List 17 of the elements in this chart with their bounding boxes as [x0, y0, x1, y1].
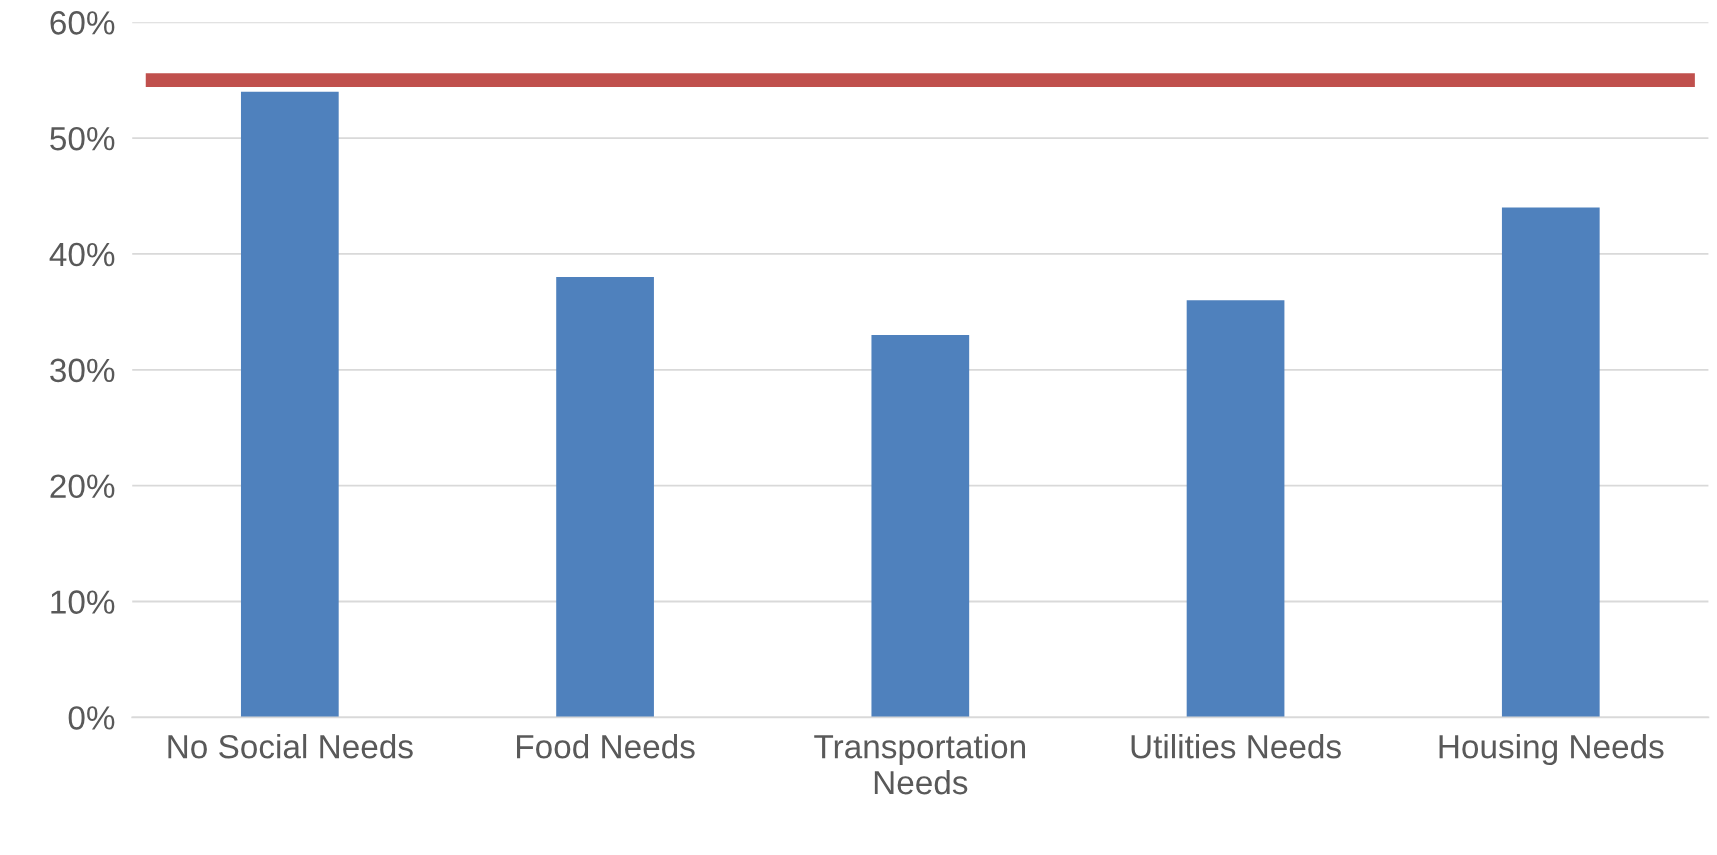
- bar: [1501, 207, 1600, 718]
- y-tick-label: 60%: [50, 11, 115, 35]
- y-tick-label: 0%: [68, 706, 115, 730]
- y-tick-label: 30%: [50, 358, 115, 383]
- x-tick-label: Food Needs: [517, 734, 695, 759]
- bar: [556, 277, 654, 718]
- y-tick-label: 10%: [51, 590, 115, 614]
- bar: [871, 335, 970, 718]
- y-tick-label: 40%: [49, 242, 115, 267]
- x-tick-label: No Social Needs: [168, 734, 413, 759]
- x-tick-label: Utilities Needs: [1131, 734, 1341, 759]
- x-tick-label: Transportation Needs: [814, 734, 1025, 795]
- y-tick-label: 20%: [50, 474, 115, 499]
- y-tick-label: 50%: [50, 126, 115, 151]
- bar: [1186, 300, 1285, 718]
- x-tick-label: Housing Needs: [1439, 734, 1664, 766]
- bar: [240, 91, 339, 718]
